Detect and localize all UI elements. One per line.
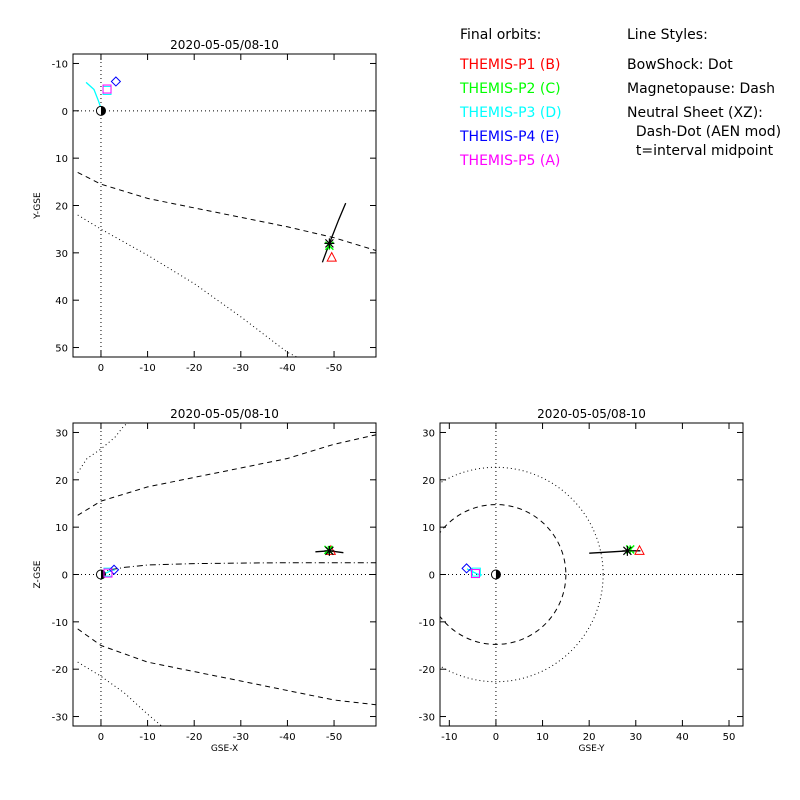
earth-marker <box>490 569 501 580</box>
themis-p3-d-marker <box>471 567 481 577</box>
x-tick-label: -20 <box>186 363 202 374</box>
plot-panel-3: 2020-05-05/08-10 -10 0 10 20 30 40 50 -30 -20 -10 0… <box>419 407 744 754</box>
plot-panel-2: 2020-05-05/08-10 0 -10 -20 -30 -40 -50 -30 -20 -1… <box>33 407 377 754</box>
legend-style-4: Dash-Dot (AEN mod) <box>627 124 782 140</box>
y-tick-label: 0 <box>62 107 68 118</box>
x-tick-label: -10 <box>139 363 155 374</box>
y-tick-label: 40 <box>55 296 68 307</box>
final-orbits-title: Final orbits: <box>460 27 542 43</box>
earth-night-side <box>100 106 106 116</box>
midpoint-marker <box>324 545 335 556</box>
magnetopause-circle <box>440 504 567 645</box>
legend-style-5: t=interval midpoint <box>627 143 774 159</box>
bowshock-curve <box>77 214 298 357</box>
themis-p1-b-marker <box>634 544 645 555</box>
midpoint-marker <box>324 238 335 249</box>
x-tick-label: -20 <box>186 732 202 743</box>
legend-orbit-4: THEMIS-P4 (E) <box>460 129 560 145</box>
bowshock-upper-curve <box>77 423 130 473</box>
y-tick-label: 30 <box>55 428 68 439</box>
x-tick-label: 10 <box>536 732 549 743</box>
y-tick-label: -30 <box>419 713 435 724</box>
plot-title: 2020-05-05/08-10 <box>170 38 279 52</box>
plot-frame <box>72 53 377 358</box>
themis-p4-e-marker <box>110 76 122 87</box>
legend-orbit-3: THEMIS-P3 (D) <box>460 105 562 121</box>
themis-a-d-e-orbit-curve <box>85 81 102 109</box>
bowshock-lower-curve <box>77 661 162 726</box>
x-tick-label: -30 <box>233 363 249 374</box>
y-tick-label: 30 <box>55 249 68 260</box>
plot-area <box>440 423 743 726</box>
themis-p5-a-marker <box>102 84 112 94</box>
plot-area <box>73 54 376 357</box>
x-tick-label: 50 <box>723 732 736 743</box>
x-tick-label: 20 <box>583 732 596 743</box>
x-tick-label: -50 <box>326 363 342 374</box>
y-tick-label: 20 <box>422 476 435 487</box>
legend-orbit-1: THEMIS-P1 (B) <box>460 57 561 73</box>
y-axis-label: Z-GSE <box>33 560 43 588</box>
x-tick-label: 0 <box>493 732 499 743</box>
plot-title: 2020-05-05/08-10 <box>537 407 646 421</box>
themis-b-c-orbit-curve <box>321 202 347 263</box>
y-tick-label: 0 <box>62 571 68 582</box>
x-tick-label: 0 <box>98 732 104 743</box>
legend-orbit-5: THEMIS-P5 (A) <box>460 153 561 169</box>
themis-p5-a-marker <box>470 569 480 579</box>
x-tick-label: 40 <box>676 732 689 743</box>
x-tick-label: -40 <box>279 363 295 374</box>
midpoint-marker <box>622 545 633 556</box>
y-tick-label: 30 <box>422 428 435 439</box>
y-tick-label: 20 <box>55 476 68 487</box>
x-tick-label: -10 <box>441 732 457 743</box>
earth-marker <box>95 105 106 116</box>
plot-title: 2020-05-05/08-10 <box>170 407 279 421</box>
y-tick-label: 0 <box>429 571 435 582</box>
themis-p5-a-marker <box>103 568 113 578</box>
legend-orbit-2: THEMIS-P2 (C) <box>460 81 561 97</box>
x-axis-label: GSE-Y <box>578 744 605 754</box>
x-tick-label: 30 <box>629 732 642 743</box>
y-axis-label: Y-GSE <box>33 192 43 220</box>
x-axis-label: GSE-X <box>211 744 238 754</box>
plot-frame <box>439 422 744 727</box>
y-tick-label: -20 <box>419 665 435 676</box>
legend-style-3: Neutral Sheet (XZ): <box>627 105 763 121</box>
line-styles-title: Line Styles: <box>627 27 708 43</box>
y-tick-label: 10 <box>55 154 68 165</box>
y-tick-label: -30 <box>52 713 68 724</box>
magnetopause-curve <box>77 171 376 251</box>
legend-style-1: BowShock: Dot <box>627 57 733 73</box>
y-tick-label: 10 <box>422 523 435 534</box>
earth-night-side <box>495 570 501 579</box>
plot-frame <box>72 422 377 727</box>
legend-style-2: Magnetopause: Dash <box>627 81 776 97</box>
x-tick-label: 0 <box>98 363 104 374</box>
y-tick-label: -10 <box>419 618 435 629</box>
themis-p1-b-marker <box>326 251 338 262</box>
y-tick-label: -10 <box>52 618 68 629</box>
magnetopause-lower-curve <box>77 628 376 706</box>
plot-area <box>73 423 376 726</box>
y-tick-label: -20 <box>52 665 68 676</box>
x-tick-label: -10 <box>139 732 155 743</box>
y-tick-label: 20 <box>55 202 68 213</box>
x-tick-label: -40 <box>279 732 295 743</box>
y-tick-label: -10 <box>52 59 68 70</box>
earth-marker <box>95 569 106 580</box>
y-tick-label: 50 <box>55 344 68 355</box>
bowshock-circle <box>440 466 604 683</box>
themis-p4-e-marker <box>461 563 472 574</box>
plot-panel-1: 2020-05-05/08-10 0 -10 -20 -30 -40 -50 -10 0 10 20… <box>33 38 377 374</box>
themis-p4-e-marker <box>108 564 120 575</box>
x-tick-label: -50 <box>326 732 342 743</box>
themis-b-c-orbit-curve <box>589 550 641 554</box>
neutral-sheet-curve <box>98 562 376 574</box>
x-tick-label: -30 <box>233 732 249 743</box>
y-tick-label: 10 <box>55 523 68 534</box>
magnetopause-upper-curve <box>77 434 376 516</box>
